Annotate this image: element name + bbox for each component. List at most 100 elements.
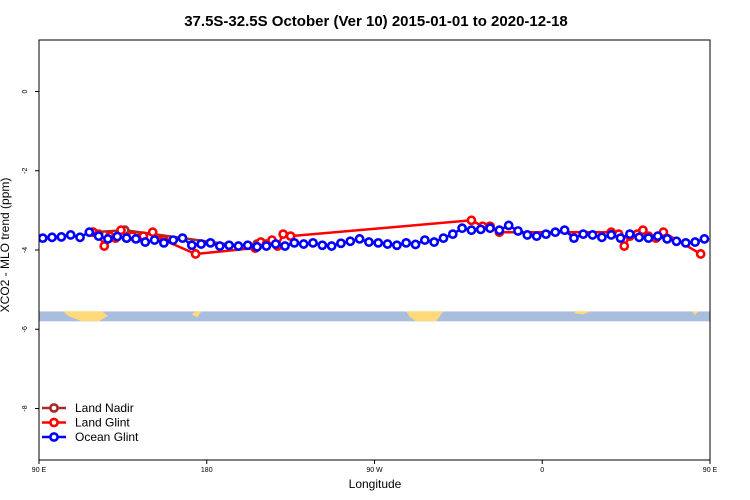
- data-point: [261, 241, 272, 251]
- data-point: [56, 232, 67, 242]
- data-point: [522, 230, 533, 240]
- data-point: [624, 229, 635, 240]
- data-point: [466, 215, 477, 226]
- data-point: [606, 230, 617, 240]
- x-tick-label: 90 E: [32, 467, 47, 474]
- ocean-band: [39, 311, 710, 322]
- land-australia-east: [734, 311, 750, 321]
- data-point: [196, 239, 207, 249]
- data-point: [39, 233, 48, 244]
- data-point: [298, 239, 309, 249]
- data-point: [224, 240, 235, 251]
- data-point: [634, 232, 645, 243]
- plot-frame: [38, 39, 711, 461]
- data-point: [695, 249, 706, 259]
- land-australia: [63, 311, 108, 322]
- data-point: [186, 240, 197, 251]
- data-point: [158, 237, 169, 248]
- y-axis-label: XCO2 - MLO trend (ppm): [0, 178, 12, 313]
- data-point: [382, 239, 393, 249]
- data-point: [447, 229, 458, 240]
- data-point: [326, 241, 337, 251]
- data-point: [336, 238, 346, 249]
- land-south-america: [406, 311, 444, 322]
- data-point: [596, 232, 607, 243]
- data-point: [278, 229, 289, 240]
- data-point: [93, 231, 104, 242]
- data-point: [438, 233, 449, 244]
- legend-item: Land Glint: [42, 416, 130, 430]
- land-south-africa: [573, 311, 591, 315]
- data-point: [475, 224, 486, 235]
- x-tick-label: 90 W: [366, 467, 383, 474]
- series-ocean-glint: [39, 220, 710, 252]
- data-point: [205, 237, 216, 248]
- data-point: [75, 232, 85, 243]
- data-point: [569, 233, 579, 244]
- x-axis-label: Longitude: [349, 477, 402, 491]
- data-point: [84, 227, 95, 238]
- legend-label: Land Nadir: [75, 401, 134, 415]
- data-point: [354, 234, 365, 244]
- y-tick-label: -8: [22, 405, 29, 411]
- data-point: [531, 231, 542, 242]
- world-map-band: [39, 311, 750, 322]
- data-point: [289, 237, 300, 248]
- chart-title: 37.5S-32.5S October (Ver 10) 2015-01-01 …: [184, 13, 568, 30]
- data-point: [410, 239, 421, 250]
- legend-marker: [49, 417, 59, 428]
- data-point: [317, 240, 328, 251]
- data-point: [541, 229, 551, 240]
- data-point: [345, 236, 356, 247]
- data-point: [147, 227, 158, 238]
- legend-label: Land Glint: [75, 416, 130, 430]
- data-point: [699, 234, 710, 244]
- legend-label: Ocean Glint: [75, 430, 139, 444]
- data-point: [494, 225, 505, 236]
- data-point: [373, 237, 384, 248]
- legend-item: Land Nadir: [42, 401, 134, 415]
- data-point: [112, 231, 123, 242]
- data-point: [615, 233, 626, 244]
- data-point: [47, 232, 57, 243]
- data-point: [690, 237, 700, 247]
- x-tick-label: 180: [201, 467, 213, 474]
- data-point: [131, 234, 141, 244]
- y-tick-label: 0: [22, 89, 29, 93]
- data-point: [559, 225, 570, 236]
- series-layer: [39, 215, 710, 259]
- land-new-zealand: [191, 311, 202, 318]
- data-point: [168, 235, 179, 245]
- data-point: [550, 227, 561, 238]
- data-point: [401, 237, 412, 248]
- data-point: [466, 225, 477, 236]
- data-point: [233, 241, 244, 251]
- y-tick-label: -6: [22, 326, 29, 332]
- data-point: [652, 231, 663, 242]
- data-point: [429, 237, 440, 247]
- data-point: [671, 236, 682, 247]
- data-point: [242, 240, 253, 251]
- data-point: [587, 230, 598, 240]
- x-tick-label: 0: [540, 467, 544, 474]
- data-point: [99, 241, 110, 251]
- data-point: [638, 225, 648, 236]
- data-point: [214, 241, 225, 251]
- data-point: [662, 234, 673, 244]
- data-point: [177, 233, 188, 244]
- data-point: [680, 237, 691, 248]
- data-point: [503, 220, 514, 231]
- data-point: [619, 241, 630, 251]
- data-point: [457, 223, 468, 234]
- x-tick-label: 90 E: [703, 467, 718, 474]
- data-point: [419, 235, 430, 245]
- data-point: [149, 235, 160, 245]
- data-point: [513, 226, 523, 236]
- data-point: [103, 234, 113, 244]
- data-point: [308, 237, 318, 248]
- data-point: [121, 233, 132, 244]
- data-point: [280, 241, 290, 251]
- legend-marker: [49, 432, 59, 442]
